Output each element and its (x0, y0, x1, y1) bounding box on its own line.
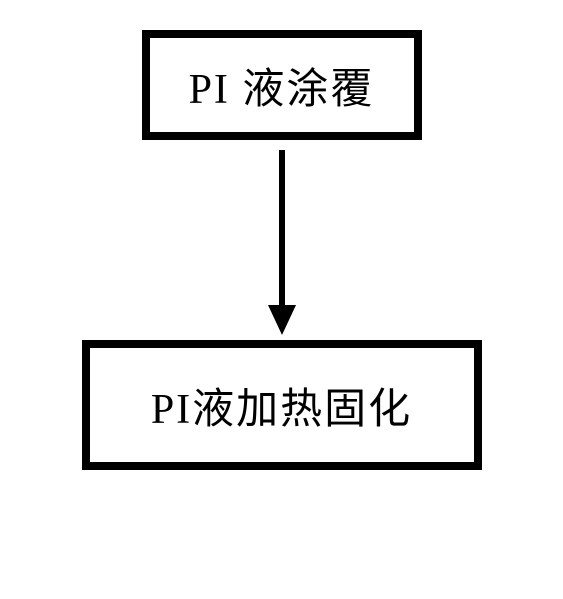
flow-node-2-label: PI液加热固化 (151, 375, 412, 436)
flow-node-2: PI液加热固化 (82, 340, 482, 470)
flow-node-1-label: PI 液涂覆 (189, 55, 375, 116)
arrow-down-icon (262, 140, 302, 340)
flow-node-1: PI 液涂覆 (142, 30, 422, 140)
flow-arrow (262, 140, 302, 340)
